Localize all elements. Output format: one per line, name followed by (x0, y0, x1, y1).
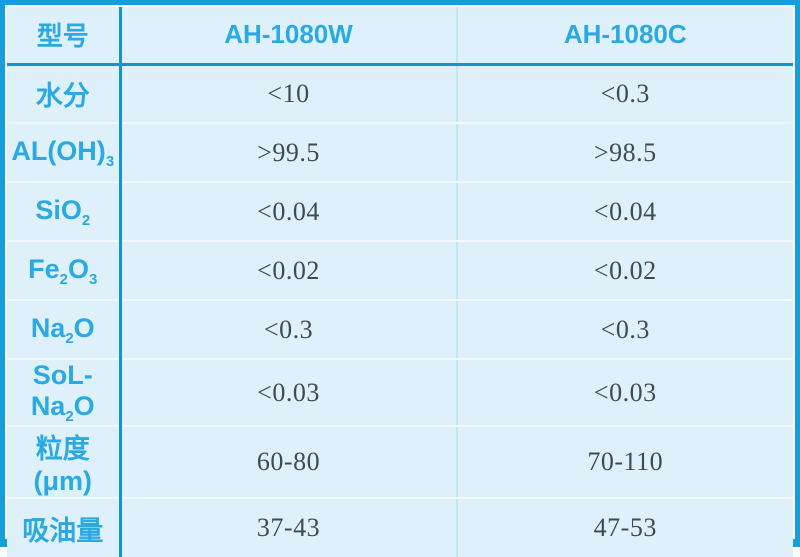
table-row: Fe2O3 <0.02 <0.02 (7, 241, 793, 301)
product-spec-table: 型号 AH-1080W AH-1080C 水分 <10 <0.3 AL(OH)3 >99… (7, 7, 793, 557)
row-label: AL(OH)3 (7, 123, 122, 183)
row-label: 吸油量 (7, 498, 122, 557)
label-text: 吸油量 (22, 515, 104, 546)
label-text: O (73, 312, 95, 343)
row-label: Fe2O3 (7, 241, 122, 301)
label-text: AL(OH) (11, 135, 106, 166)
cell-value: 60-80 (120, 426, 458, 499)
table-row: 吸油量 37-43 47-53 (7, 498, 793, 557)
row-label: SoL-Na2O (7, 359, 122, 427)
cell-value: >99.5 (120, 123, 458, 183)
cell-value: <0.02 (456, 241, 793, 301)
table-row: SoL-Na2O <0.03 <0.03 (7, 359, 793, 427)
cell-value: <0.02 (120, 241, 458, 301)
label-text: O (68, 253, 90, 284)
subscript-text: 2 (81, 211, 91, 229)
label-text: SiO (35, 194, 82, 225)
subscript-text: 2 (59, 270, 68, 288)
table-row: Na2O <0.3 <0.3 (7, 300, 793, 360)
cell-value: <0.04 (120, 182, 458, 242)
label-text: 粒度(μm) (33, 434, 92, 496)
cell-value: <0.3 (456, 64, 793, 124)
cell-value: <0.04 (456, 182, 793, 242)
header-cell-model: 型号 (7, 7, 122, 66)
table-row: 水分 <10 <0.3 (7, 64, 793, 124)
header-row: 型号 AH-1080W AH-1080C (7, 7, 793, 66)
label-text: Fe (28, 253, 60, 284)
cell-value: <10 (120, 64, 458, 124)
cell-value: 37-43 (120, 498, 458, 557)
header-cell-ah-1080w: AH-1080W (120, 7, 458, 66)
subscript-text: 3 (89, 270, 98, 288)
label-text: O (73, 391, 95, 421)
table-body: 水分 <10 <0.3 AL(OH)3 >99.5 >98.5 SiO2 <0.04 <0.04… (7, 64, 793, 557)
table-header: 型号 AH-1080W AH-1080C (7, 7, 793, 66)
label-text: SoL-Na (30, 360, 93, 421)
cell-value: <0.3 (120, 300, 458, 360)
cell-value: <0.3 (456, 300, 793, 360)
row-label: 粒度(μm) (7, 426, 122, 499)
cell-value: 70-110 (456, 426, 793, 499)
cell-value: 47-53 (456, 498, 793, 557)
row-label: SiO2 (7, 182, 122, 242)
table-row: AL(OH)3 >99.5 >98.5 (7, 123, 793, 183)
header-cell-ah-1080c: AH-1080C (456, 7, 793, 66)
table-row: SiO2 <0.04 <0.04 (7, 182, 793, 242)
subscript-text: 3 (105, 152, 115, 170)
subscript-text: 2 (65, 408, 74, 425)
table-row: 粒度(μm) 60-80 70-110 (7, 426, 793, 499)
label-text: Na (30, 312, 66, 343)
label-text: 水分 (35, 81, 90, 112)
cell-value: <0.03 (456, 359, 793, 427)
cell-value: >98.5 (456, 123, 793, 183)
subscript-text: 2 (65, 329, 74, 347)
row-label: Na2O (7, 300, 122, 360)
cell-value: <0.03 (120, 359, 458, 427)
row-label: 水分 (7, 64, 122, 124)
